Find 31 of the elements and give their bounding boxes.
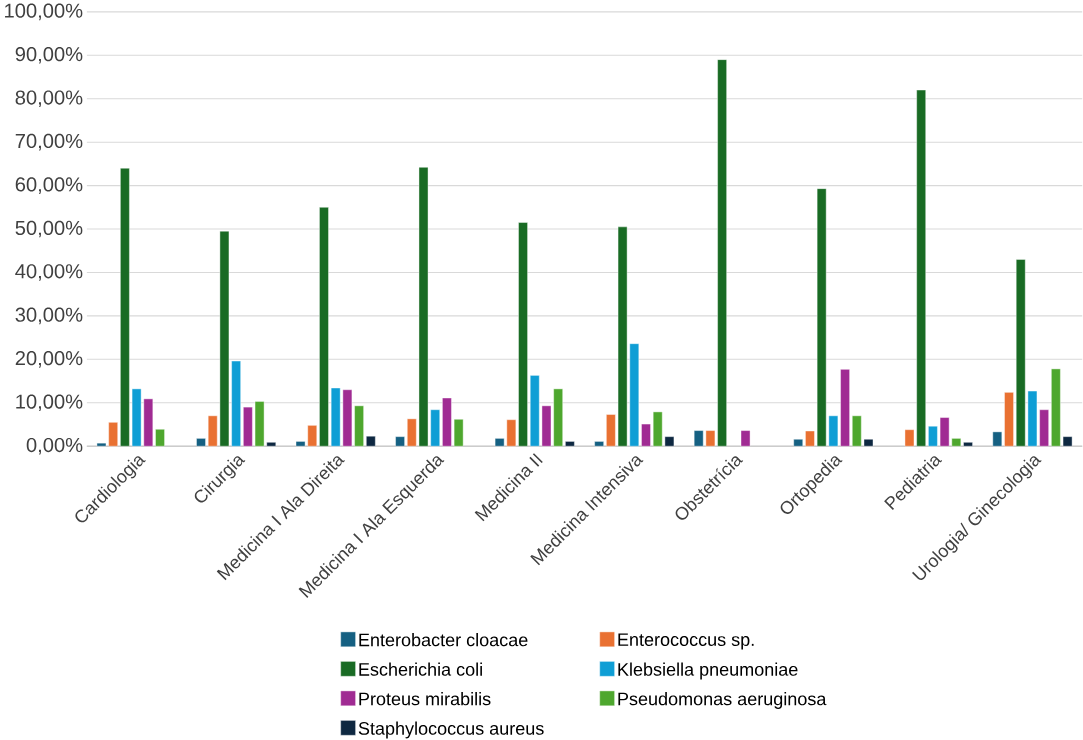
- bar: [319, 206, 329, 447]
- legend-label: Escherichia coli: [359, 662, 482, 676]
- bar: [793, 438, 803, 447]
- y-tick-label: 10,00%: [16, 394, 83, 411]
- bar: [740, 430, 751, 447]
- bar: [196, 437, 206, 447]
- legend-label: Staphylococcus aureus: [358, 721, 544, 739]
- legend-label: Enterobacter cloacae: [359, 632, 528, 647]
- bar: [366, 435, 376, 447]
- bar: [594, 440, 604, 447]
- bar: [641, 423, 651, 447]
- y-tick-label: 60,00%: [15, 177, 83, 194]
- bar: [963, 441, 973, 447]
- y-tick-label: 50,00%: [15, 220, 83, 238]
- y-tick-label: 100,00%: [5, 3, 83, 20]
- bar: [992, 431, 1003, 447]
- y-tick-label: 40,00%: [15, 263, 83, 281]
- bar: [395, 436, 405, 447]
- bar: [155, 428, 165, 447]
- legend-label: Pseudomonas aeruginosa: [618, 691, 827, 709]
- y-tick-label: 70,00%: [15, 133, 83, 151]
- bar: [1004, 391, 1014, 447]
- y-tick-label: 30,00%: [15, 307, 83, 324]
- legend-label: Enterococcus sp.: [618, 633, 754, 650]
- y-tick-label: 90,00%: [15, 46, 83, 64]
- legend-label: Klebsiella pneumoniae: [618, 662, 798, 680]
- y-tick-label: 0,00%: [26, 437, 83, 455]
- legend-label: Proteus mirabilis: [359, 691, 491, 706]
- bar: [565, 440, 575, 447]
- y-tick-label: 80,00%: [15, 90, 83, 107]
- y-tick-label: 20,00%: [15, 350, 83, 368]
